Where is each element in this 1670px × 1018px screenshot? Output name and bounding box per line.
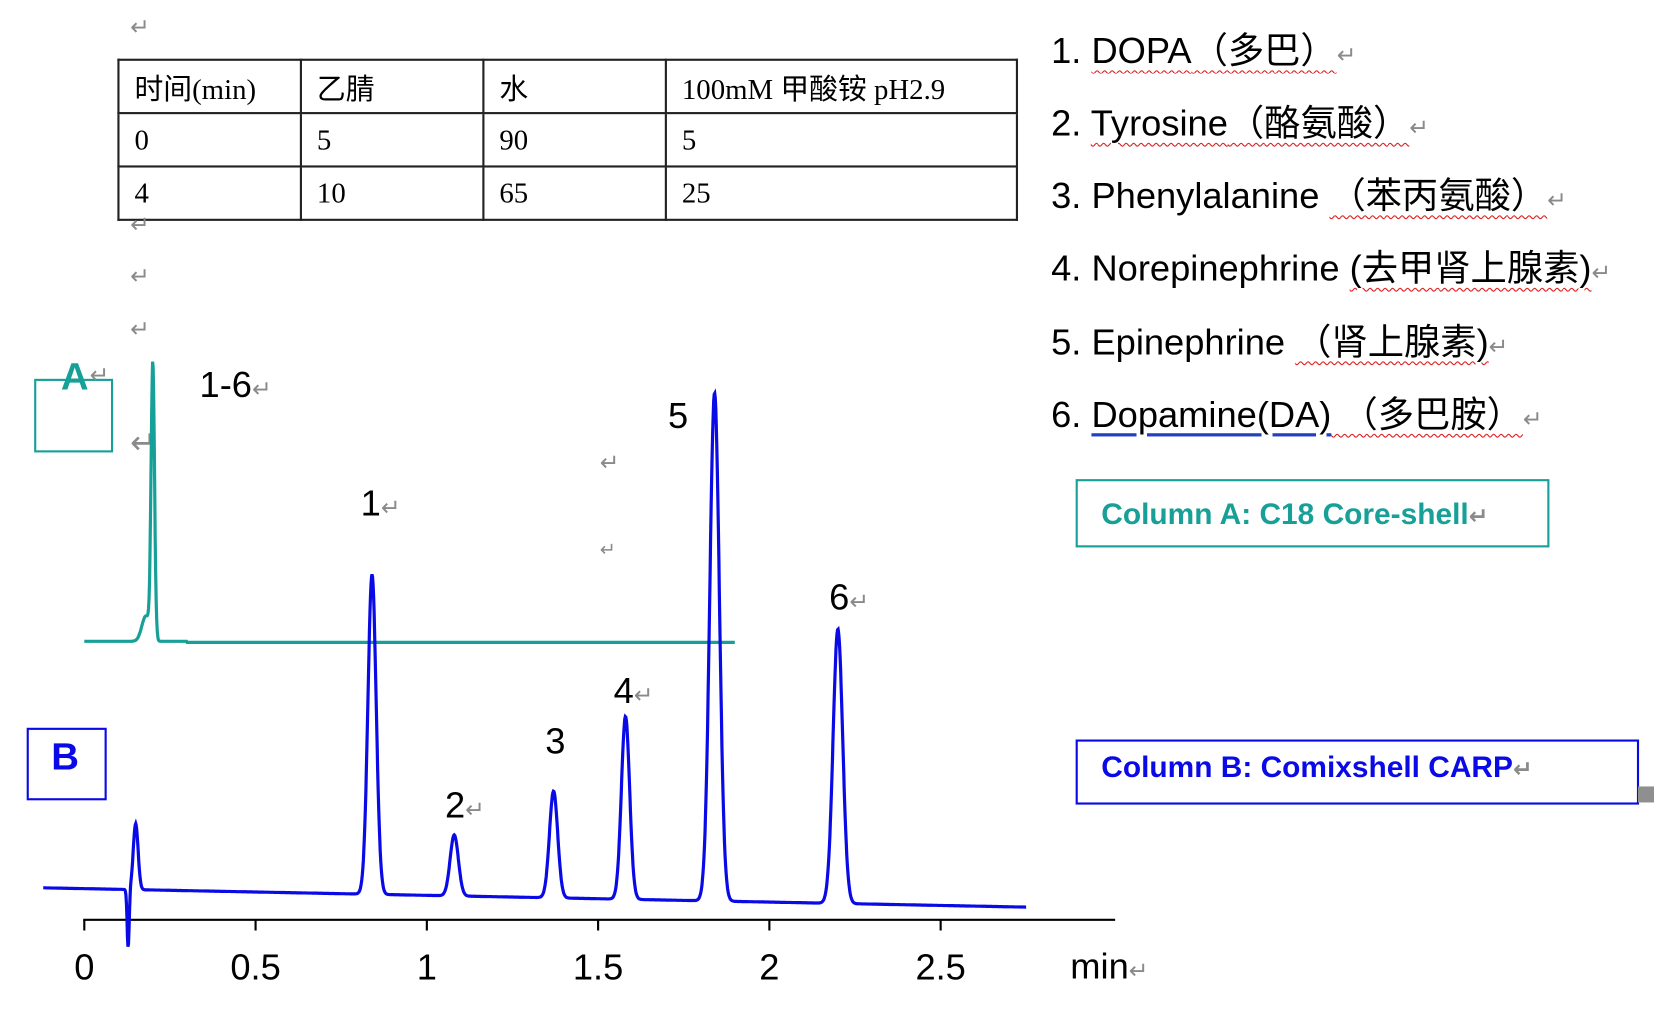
legend-item-4: 4. Norepinephrine (去甲肾上腺素)↵ xyxy=(1051,248,1612,290)
table-row: 4 10 65 25 xyxy=(117,165,1019,221)
peak-label: 3 xyxy=(545,721,566,762)
x-tick-label: 0.5 xyxy=(230,947,280,988)
trace-a-tag: A xyxy=(60,354,89,399)
gradient-table: 时间(min) 乙腈 水 100mM 甲酸铵 pH2.9 0 5 90 5 4 … xyxy=(117,58,1019,221)
series-b-line xyxy=(43,388,1027,948)
resize-handle[interactable] xyxy=(1637,786,1655,803)
table-header-row: 时间(min) 乙腈 水 100mM 甲酸铵 pH2.9 xyxy=(117,58,1019,115)
x-axis-label: min↵ xyxy=(1070,946,1149,988)
table-cell: 4 xyxy=(117,165,302,221)
peak-label: 5 xyxy=(668,395,689,437)
legend-item-3: 3. Phenylalanine （苯丙氨酸）↵ xyxy=(1051,176,1567,217)
peak-label: 4↵ xyxy=(613,671,654,712)
table-header: 水 xyxy=(482,58,667,115)
paragraph-mark: ↵ xyxy=(130,212,150,240)
trace-b-tag-box xyxy=(26,727,107,801)
legend-item-1: 1. DOPA（多巴）↵ xyxy=(1051,30,1357,72)
legend-item-2: 2. Tyrosine（酪氨酸）↵ xyxy=(1051,103,1429,145)
table-cell: 90 xyxy=(482,112,667,168)
trace-a-tag-box xyxy=(34,378,114,453)
table-cell: 0 xyxy=(117,112,302,168)
paragraph-mark: ↵ xyxy=(89,362,110,390)
table-cell: 25 xyxy=(664,165,1019,221)
trace-b-tag: B xyxy=(51,734,79,778)
peak-label: 1↵ xyxy=(360,483,401,524)
peak-label: 1-6↵ xyxy=(199,364,272,406)
table-cell: 5 xyxy=(299,112,485,168)
table-header: 乙腈 xyxy=(299,58,485,115)
x-tick-label: 1.5 xyxy=(573,947,623,988)
peak-label: 2↵ xyxy=(444,785,485,826)
legend-item-5: 5. Epinephrine （肾上腺素)↵ xyxy=(1051,322,1509,363)
paragraph-mark: ↵ xyxy=(130,263,150,291)
paragraph-mark: ↵ xyxy=(130,14,150,42)
x-tick-label: 1 xyxy=(417,947,437,988)
x-tick-label: 0 xyxy=(74,947,94,988)
peak-label: 6↵ xyxy=(829,577,870,618)
paragraph-mark: ↵ xyxy=(130,316,150,344)
column-b-label: Column B: Comixshell CARP xyxy=(1101,750,1513,784)
legend-item-6: 6. Dopamine(DA) （多巴胺）↵ xyxy=(1051,394,1543,436)
table-cell: 5 xyxy=(664,112,1019,168)
table-header: 100mM 甲酸铵 pH2.9 xyxy=(664,58,1019,115)
paragraph-mark: ↵ xyxy=(599,538,616,562)
x-tick-label: 2 xyxy=(759,947,779,988)
table-cell: 10 xyxy=(299,165,485,221)
table-header: 时间(min) xyxy=(117,58,302,115)
series-a-line xyxy=(84,361,735,644)
paragraph-mark: ↵ xyxy=(599,450,620,477)
x-tick-label: 2.5 xyxy=(915,947,965,988)
table-row: 0 5 90 5 xyxy=(117,112,1019,168)
table-cell: 65 xyxy=(482,165,667,221)
column-a-label-box: Column A: C18 Core-shell↵ xyxy=(1075,479,1550,548)
column-a-label: Column A: C18 Core-shell xyxy=(1101,497,1469,531)
column-b-label-box: Column B: Comixshell CARP↵ xyxy=(1075,739,1640,805)
